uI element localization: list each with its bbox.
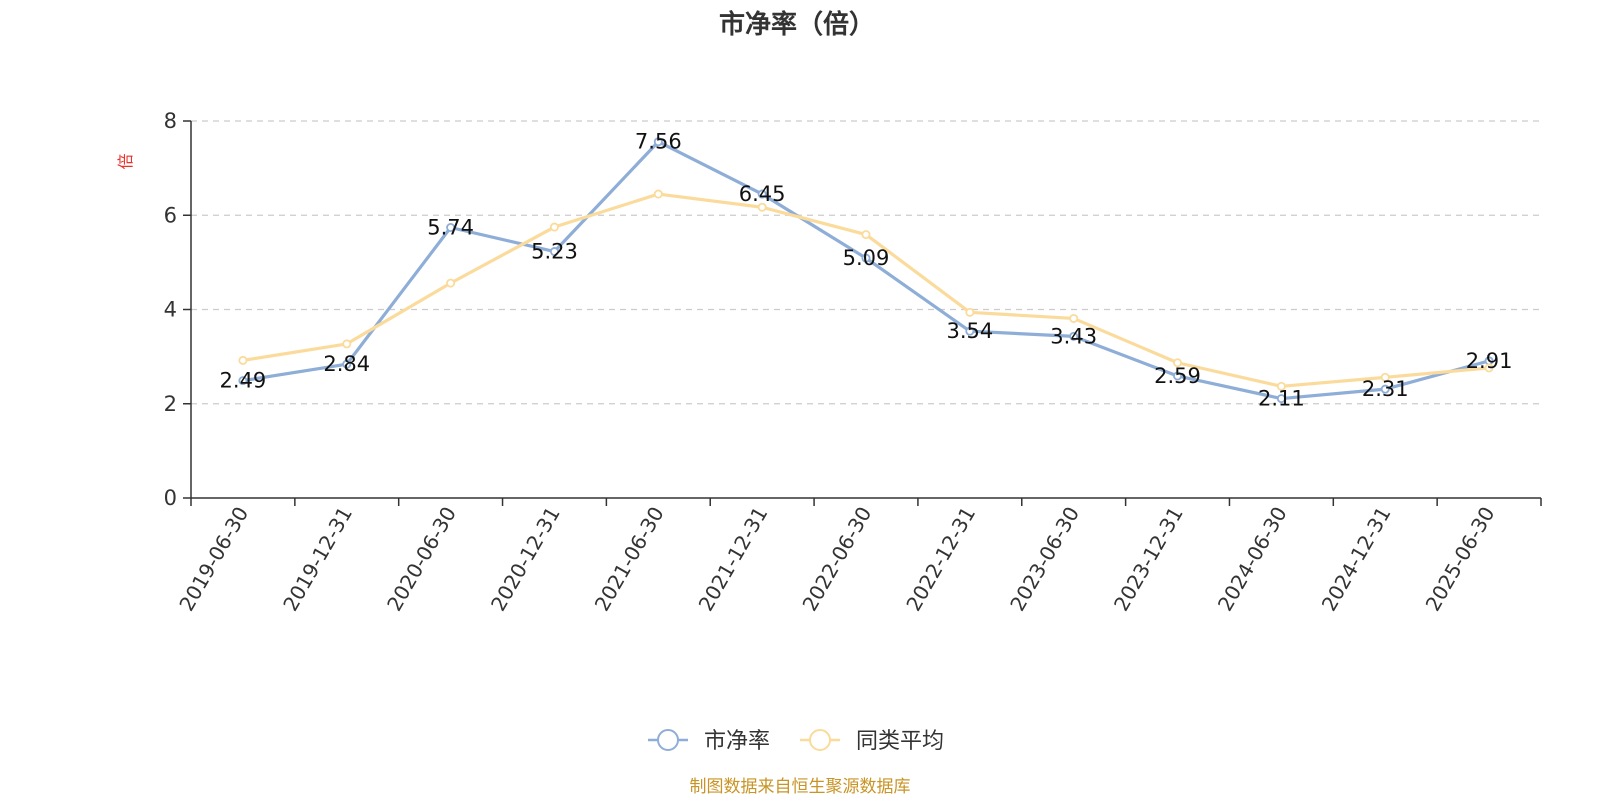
y-tick-label-4: 4	[164, 298, 177, 322]
point-peer-average-2021-06-30[interactable]	[653, 189, 663, 199]
point-pb-2023-12-31[interactable]	[1173, 371, 1183, 381]
point-pb-2019-12-31[interactable]	[342, 359, 352, 369]
y-tick-label-2: 2	[164, 392, 177, 416]
x-tick-label-2021-06-30: 2021-06-30	[590, 503, 669, 616]
data-label-2019-06-30: 2.49	[220, 369, 267, 393]
point-pb-2021-06-30[interactable]	[653, 137, 663, 147]
x-tick-label-2022-06-30: 2022-06-30	[797, 503, 876, 616]
legend-label-peer-average: 同类平均	[856, 729, 944, 754]
point-pb-2019-06-30[interactable]	[238, 376, 248, 386]
point-pb-2024-06-30[interactable]	[1276, 394, 1286, 404]
point-pb-2023-06-30[interactable]	[1069, 331, 1079, 341]
data-label-2022-06-30: 5.09	[843, 246, 890, 270]
legend-marker-pb	[657, 729, 679, 751]
legend-marker-peer-average	[809, 729, 831, 751]
data-label-2021-12-31: 6.45	[739, 182, 786, 206]
x-tick-label-2023-06-30: 2023-06-30	[1005, 503, 1084, 616]
x-tick-label-2022-12-31: 2022-12-31	[901, 503, 980, 616]
data-label-2023-12-31: 2.59	[1154, 364, 1201, 388]
point-peer-average-2021-12-31[interactable]	[757, 202, 767, 212]
legend: 市净率 同类平均	[648, 729, 944, 754]
point-pb-2021-12-31[interactable]	[757, 189, 767, 199]
x-tick-label-2021-12-31: 2021-12-31	[694, 503, 773, 616]
series-line-pb	[242, 140, 1490, 401]
x-tick-label-2025-06-30: 2025-06-30	[1421, 503, 1500, 616]
point-peer-average-2019-12-31[interactable]	[342, 339, 352, 349]
data-label-2021-06-30: 7.56	[635, 130, 682, 154]
point-peer-average-2020-06-30[interactable]	[446, 278, 456, 288]
x-tick-label-2024-12-31: 2024-12-31	[1317, 503, 1396, 616]
point-peer-average-2023-06-30[interactable]	[1069, 313, 1079, 323]
y-tick-label-8: 8	[164, 109, 177, 133]
chart-title: 市净率（倍）	[719, 9, 875, 40]
x-tick-label-2020-06-30: 2020-06-30	[382, 502, 461, 615]
x-tick-label-2024-06-30: 2024-06-30	[1213, 503, 1292, 616]
y-tick-label-0: 0	[164, 486, 177, 510]
data-label-2020-12-31: 5.23	[531, 240, 578, 264]
x-tick-label-2019-06-30: 2019-06-30	[174, 503, 253, 616]
y-tick-label-6: 6	[164, 203, 177, 227]
point-peer-average-2019-06-30[interactable]	[238, 355, 248, 365]
series-layer	[238, 137, 1494, 404]
y-axis-label: 倍	[116, 153, 135, 169]
point-pb-2020-12-31[interactable]	[549, 247, 559, 257]
x-tick-label-2020-12-31: 2020-12-31	[486, 503, 565, 616]
point-peer-average-2024-06-30[interactable]	[1276, 381, 1286, 391]
source-note: 制图数据来自恒生聚源数据库	[690, 777, 911, 797]
point-peer-average-2024-12-31[interactable]	[1380, 372, 1390, 382]
data-label-layer: 2.49 2.84 5.74 5.23 7.56 6.45 5.09 3.54 3.43 2.59…	[220, 130, 1513, 411]
grid-layer	[191, 120, 1541, 405]
point-peer-average-2023-12-31[interactable]	[1173, 358, 1183, 368]
point-pb-2022-12-31[interactable]	[965, 326, 975, 336]
data-label-2024-12-31: 2.31	[1362, 377, 1409, 401]
data-label-2019-12-31: 2.84	[323, 352, 370, 376]
point-peer-average-2025-06-30[interactable]	[1484, 363, 1494, 373]
x-tick-label-2019-12-31: 2019-12-31	[278, 503, 357, 616]
data-label-2020-06-30: 5.74	[427, 216, 474, 240]
point-peer-average-2020-12-31[interactable]	[549, 222, 559, 232]
legend-label-pb: 市净率	[704, 729, 770, 754]
point-pb-2024-12-31[interactable]	[1380, 384, 1390, 394]
point-pb-2022-06-30[interactable]	[861, 253, 871, 263]
axis-layer: 0 2 4 6 8 2019-06-30 2019-12-31 2020-06-30 2020-…	[164, 109, 1542, 616]
point-peer-average-2022-06-30[interactable]	[861, 230, 871, 240]
point-pb-2020-06-30[interactable]	[446, 223, 456, 233]
x-tick-label-2023-12-31: 2023-12-31	[1109, 503, 1188, 616]
data-label-2022-12-31: 3.54	[946, 319, 993, 343]
data-label-2023-06-30: 3.43	[1050, 324, 1097, 348]
data-label-2025-06-30: 2.91	[1466, 349, 1513, 373]
data-label-2024-06-30: 2.11	[1258, 387, 1305, 411]
legend-item-pb[interactable]: 市净率	[648, 729, 770, 754]
legend-item-peer-average[interactable]: 同类平均	[800, 729, 944, 754]
point-peer-average-2022-12-31[interactable]	[965, 307, 975, 317]
